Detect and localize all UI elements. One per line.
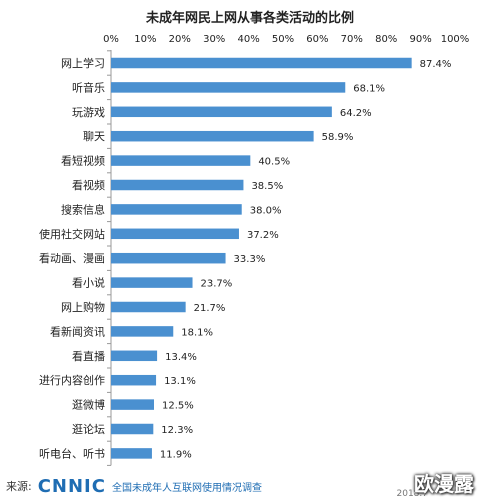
x-tick-label: 60% <box>306 34 328 45</box>
category-label: 网上学习 <box>61 56 105 70</box>
x-tick-label: 20% <box>169 34 191 45</box>
bar <box>111 228 239 240</box>
category-label: 逛论坛 <box>72 422 105 436</box>
bar <box>111 374 157 386</box>
value-label: 64.2% <box>340 108 372 119</box>
category-label: 聊天 <box>83 129 105 143</box>
x-tick-label: 0% <box>103 34 119 45</box>
bar <box>111 301 186 313</box>
value-label: 40.5% <box>258 157 290 168</box>
bar <box>111 179 244 191</box>
report-date: 2018.7 <box>396 489 429 499</box>
bar <box>111 350 158 362</box>
bar <box>111 57 412 69</box>
value-label: 58.9% <box>322 132 354 143</box>
value-label: 13.1% <box>164 376 196 387</box>
x-tick-label: 50% <box>272 34 294 45</box>
category-label: 使用社交网站 <box>39 227 105 241</box>
value-label: 21.7% <box>194 303 226 314</box>
chart-title: 未成年网民上网从事各类活动的比例 <box>145 10 354 26</box>
value-label: 11.9% <box>160 449 192 460</box>
x-tick-label: 90% <box>409 34 431 45</box>
x-tick-label: 100% <box>441 34 470 45</box>
x-tick-label: 80% <box>375 34 397 45</box>
category-label: 玩游戏 <box>72 106 105 119</box>
cnnic-logo: CNNIC <box>37 475 106 497</box>
value-label: 38.0% <box>250 205 282 216</box>
bar <box>111 130 314 142</box>
bar <box>111 399 154 410</box>
bar <box>111 106 332 118</box>
value-label: 87.4% <box>420 59 452 70</box>
bar <box>111 252 226 264</box>
x-tick-label: 10% <box>134 34 156 45</box>
value-label: 12.5% <box>162 401 194 412</box>
category-label: 逛微博 <box>72 398 105 412</box>
value-label: 13.4% <box>165 352 197 363</box>
bar <box>111 326 174 337</box>
category-label: 听音乐 <box>72 80 105 94</box>
source-label: 来源: <box>6 480 32 493</box>
bar <box>111 155 251 166</box>
value-label: 12.3% <box>161 425 193 436</box>
y-axis: 网上学习听音乐玩游戏聊天看短视频看视频搜索信息使用社交网站看动画、漫画看小说网上… <box>39 50 112 466</box>
category-label: 看小说 <box>72 276 105 290</box>
value-label: 18.1% <box>181 327 213 338</box>
x-tick-label: 70% <box>341 34 363 45</box>
bar <box>111 277 193 288</box>
survey-name: 全国未成年人互联网使用情况调查 <box>111 482 262 494</box>
category-label: 看新闻资讯 <box>50 324 105 338</box>
category-label: 搜索信息 <box>61 202 105 216</box>
category-label: 看动画、漫画 <box>39 251 105 265</box>
bars: 87.4% 68.1% 64.2% 58.9% 40.5% 38.5% 38.0% 37.2%… <box>111 57 452 460</box>
category-label: 看短视频 <box>61 154 105 168</box>
bar <box>111 423 154 435</box>
category-label: 进行内容创作 <box>39 373 105 387</box>
x-tick-label: 40% <box>237 34 259 45</box>
value-label: 33.3% <box>234 254 266 265</box>
x-axis-ticks: 0% 10% 20% 30% 40% 50% 60% 70% 80% 90% 100% <box>103 34 469 45</box>
value-label: 37.2% <box>247 230 279 241</box>
bar <box>111 448 152 459</box>
bar <box>111 204 242 215</box>
footer: 来源: CNNIC 全国未成年人互联网使用情况调查 2018.7 <box>0 469 480 503</box>
x-tick-label: 30% <box>203 34 225 45</box>
category-label: 听电台、听书 <box>39 446 105 460</box>
category-label: 看视频 <box>72 178 105 192</box>
bar <box>111 82 346 93</box>
category-label: 网上购物 <box>61 300 105 314</box>
value-label: 68.1% <box>353 83 385 94</box>
value-label: 23.7% <box>201 279 233 290</box>
watermark: 欧漫露 <box>414 472 474 496</box>
category-label: 看直播 <box>72 349 105 363</box>
value-label: 38.5% <box>251 181 283 192</box>
